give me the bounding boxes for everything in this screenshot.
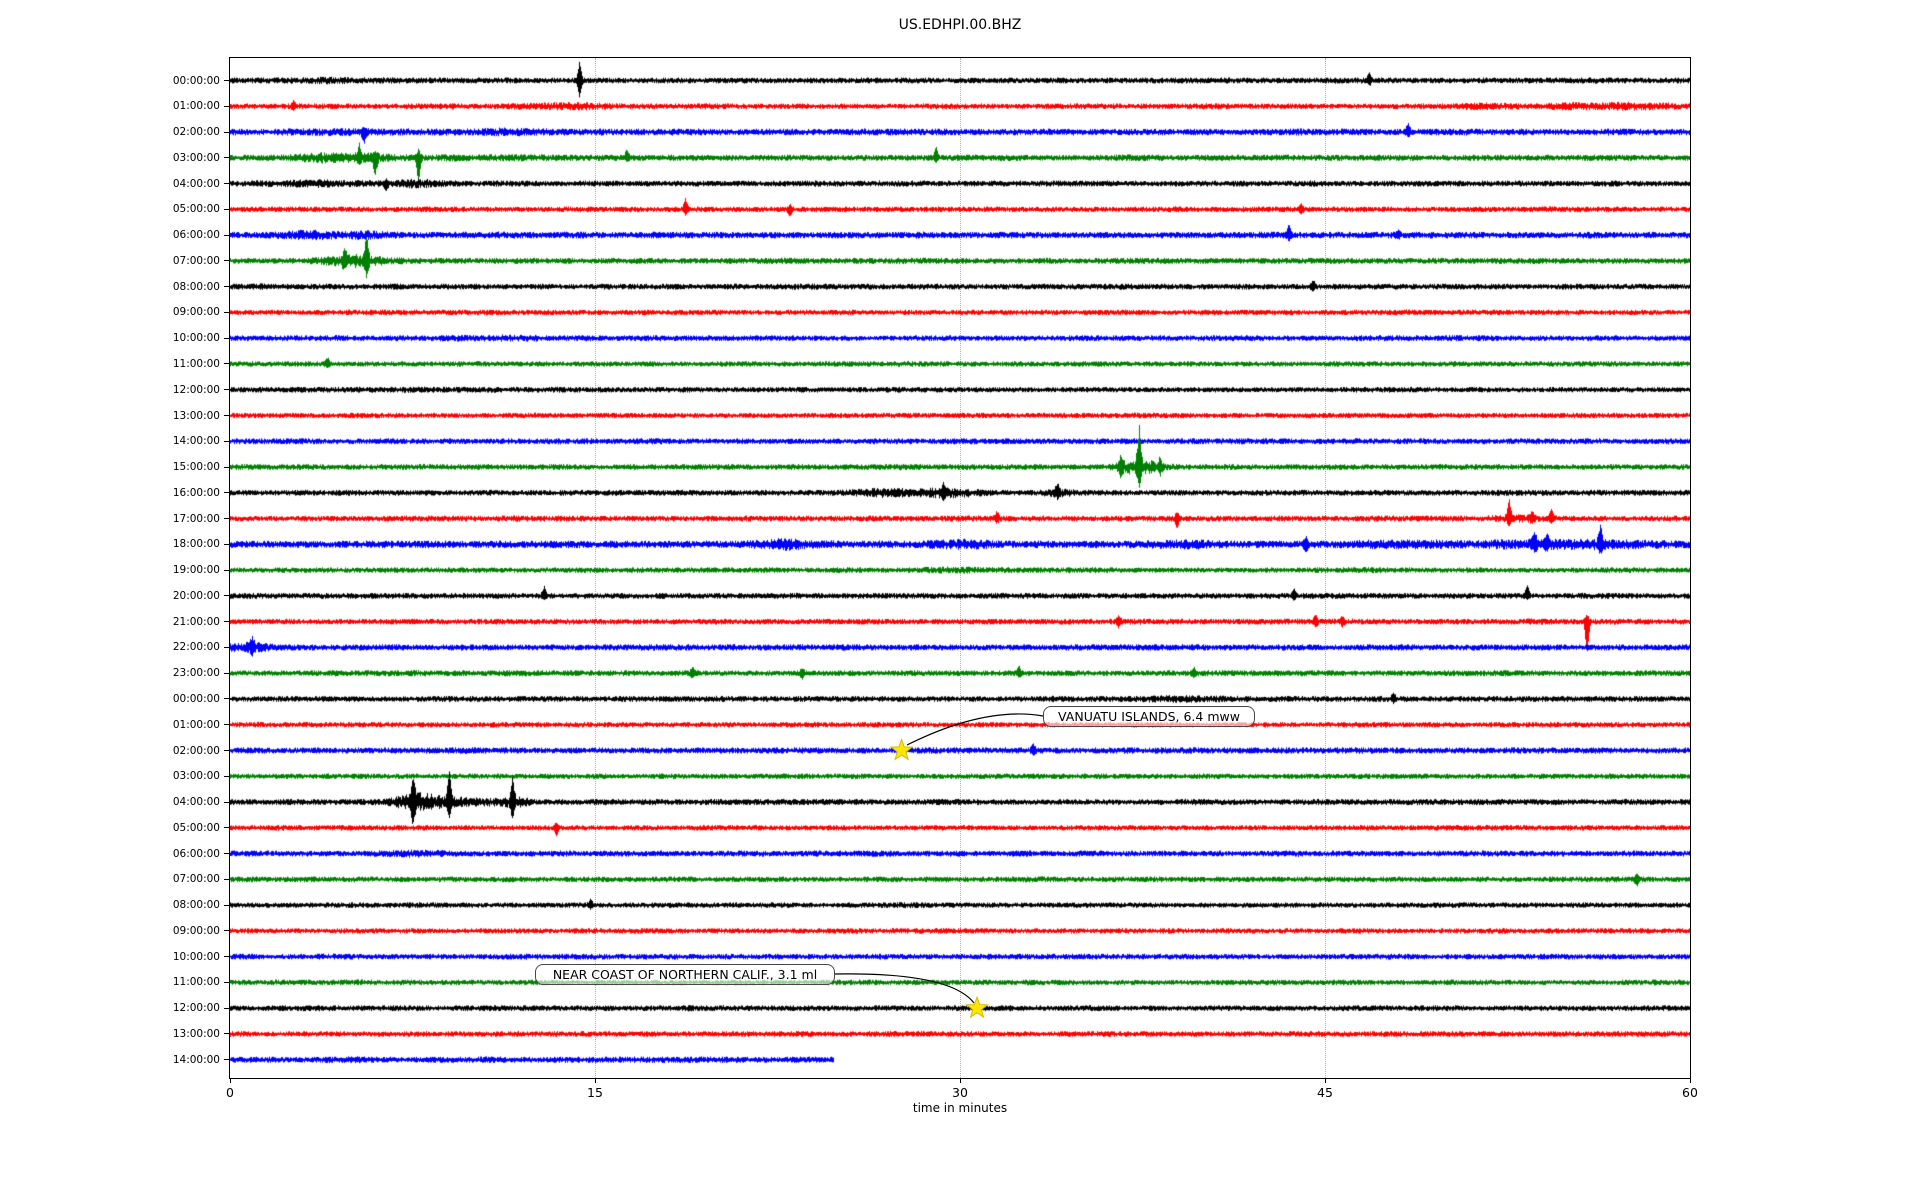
- x-axis-label: time in minutes: [912, 1101, 1008, 1115]
- y-tick-mark: [224, 311, 230, 313]
- y-tick-label: 08:00:00: [172, 280, 220, 293]
- y-tick-mark: [224, 569, 230, 571]
- y-tick-mark: [224, 930, 230, 932]
- y-tick-mark: [224, 389, 230, 391]
- y-tick-mark: [224, 131, 230, 133]
- x-tick-mark: [229, 1079, 231, 1083]
- y-tick-mark: [224, 234, 230, 236]
- y-tick-label: 17:00:00: [172, 512, 220, 525]
- seismogram-canvas: [230, 58, 1690, 1078]
- y-tick-mark: [224, 981, 230, 983]
- y-tick-label: 22:00:00: [172, 641, 220, 654]
- y-tick-label: 18:00:00: [172, 538, 220, 551]
- y-tick-label: 03:00:00: [172, 770, 220, 783]
- y-tick-label: 02:00:00: [172, 126, 220, 139]
- plot-area: [229, 57, 1691, 1079]
- y-tick-mark: [224, 208, 230, 210]
- y-tick-label: 10:00:00: [172, 332, 220, 345]
- y-tick-mark: [224, 183, 230, 185]
- x-tick-mark: [1689, 1079, 1691, 1083]
- y-tick-mark: [224, 595, 230, 597]
- y-tick-label: 05:00:00: [172, 203, 220, 216]
- y-tick-label: 20:00:00: [172, 589, 220, 602]
- y-tick-mark: [224, 157, 230, 159]
- x-tick-label: 60: [1682, 1085, 1698, 1100]
- y-tick-label: 04:00:00: [172, 796, 220, 809]
- y-tick-mark: [224, 904, 230, 906]
- y-tick-mark: [224, 466, 230, 468]
- y-tick-label: 00:00:00: [172, 74, 220, 87]
- y-tick-label: 05:00:00: [172, 821, 220, 834]
- y-tick-label: 13:00:00: [172, 409, 220, 422]
- y-tick-label: 19:00:00: [172, 564, 220, 577]
- event-annotation-vanuatu: VANUATU ISLANDS, 6.4 mww: [1043, 706, 1255, 727]
- y-tick-label: 12:00:00: [172, 1002, 220, 1015]
- y-tick-label: 02:00:00: [172, 744, 220, 757]
- y-tick-mark: [224, 440, 230, 442]
- y-tick-label: 08:00:00: [172, 899, 220, 912]
- y-tick-label: 13:00:00: [172, 1027, 220, 1040]
- y-tick-mark: [224, 105, 230, 107]
- x-tick-label: 30: [952, 1085, 968, 1100]
- y-tick-label: 14:00:00: [172, 1053, 220, 1066]
- y-tick-mark: [224, 363, 230, 365]
- y-tick-label: 14:00:00: [172, 435, 220, 448]
- y-tick-label: 09:00:00: [172, 924, 220, 937]
- y-tick-mark: [224, 492, 230, 494]
- x-tick-label: 0: [226, 1085, 234, 1100]
- y-tick-mark: [224, 801, 230, 803]
- event-annotation-norcal: NEAR COAST OF NORTHERN CALIF., 3.1 ml: [535, 964, 835, 985]
- y-tick-mark: [224, 1033, 230, 1035]
- y-tick-label: 09:00:00: [172, 306, 220, 319]
- y-tick-mark: [224, 260, 230, 262]
- x-tick-mark: [959, 1079, 961, 1083]
- y-tick-label: 06:00:00: [172, 847, 220, 860]
- y-tick-label: 01:00:00: [172, 100, 220, 113]
- y-tick-mark: [224, 415, 230, 416]
- y-tick-mark: [224, 956, 230, 958]
- y-tick-label: 16:00:00: [172, 486, 220, 499]
- y-tick-mark: [224, 750, 230, 752]
- y-tick-mark: [224, 724, 230, 726]
- x-tick-label: 45: [1317, 1085, 1333, 1100]
- y-tick-mark: [224, 698, 230, 700]
- y-tick-label: 11:00:00: [172, 357, 220, 370]
- y-tick-mark: [224, 286, 230, 288]
- y-tick-mark: [224, 853, 230, 855]
- y-tick-mark: [224, 543, 230, 545]
- y-tick-mark: [224, 518, 230, 520]
- y-tick-label: 07:00:00: [172, 873, 220, 886]
- y-tick-mark: [224, 646, 230, 648]
- y-tick-mark: [224, 775, 230, 777]
- y-tick-label: 11:00:00: [172, 976, 220, 989]
- y-tick-label: 00:00:00: [172, 692, 220, 705]
- y-tick-label: 23:00:00: [172, 667, 220, 680]
- x-tick-mark: [1324, 1079, 1326, 1083]
- y-tick-label: 21:00:00: [172, 615, 220, 628]
- y-tick-label: 04:00:00: [172, 177, 220, 190]
- y-tick-mark: [224, 621, 230, 623]
- x-tick-label: 15: [587, 1085, 603, 1100]
- y-tick-label: 03:00:00: [172, 151, 220, 164]
- x-tick-mark: [594, 1079, 596, 1083]
- y-tick-label: 12:00:00: [172, 383, 220, 396]
- y-tick-label: 06:00:00: [172, 229, 220, 242]
- y-tick-mark: [224, 80, 230, 81]
- y-tick-label: 07:00:00: [172, 254, 220, 267]
- y-tick-mark: [224, 1059, 230, 1061]
- y-tick-mark: [224, 827, 230, 829]
- plot-title: US.EDHPI.00.BHZ: [898, 17, 1022, 33]
- y-tick-label: 10:00:00: [172, 950, 220, 963]
- y-tick-mark: [224, 337, 230, 339]
- y-tick-mark: [224, 878, 230, 880]
- y-tick-mark: [224, 1007, 230, 1009]
- y-tick-label: 15:00:00: [172, 461, 220, 474]
- y-tick-label: 01:00:00: [172, 718, 220, 731]
- y-tick-mark: [224, 672, 230, 674]
